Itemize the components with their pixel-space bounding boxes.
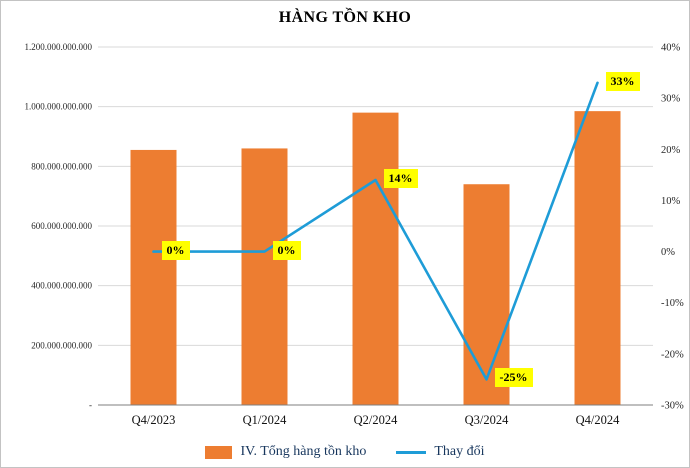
- left-axis-tick-label: 800.000.000.000: [31, 161, 92, 171]
- x-axis-label: Q4/2024: [576, 413, 621, 427]
- inventory-bar: [241, 148, 288, 405]
- legend-bar-label: IV. Tổng hàng tồn kho: [240, 444, 367, 459]
- right-axis-tick-label: 0%: [661, 247, 675, 258]
- right-axis-tick-label: 20%: [661, 145, 681, 156]
- left-axis-tick-label: -: [89, 400, 92, 410]
- inventory-bar: [130, 149, 177, 405]
- x-axis-label: Q1/2024: [243, 413, 288, 427]
- left-axis-tick-label: 400.000.000.000: [31, 281, 92, 291]
- x-axis-label: Q2/2024: [354, 413, 399, 427]
- change-line: [152, 81, 599, 381]
- left-axis-tick-label: 1.000.000.000.000: [25, 102, 93, 112]
- right-axis-tick-label: 40%: [661, 43, 681, 54]
- legend-line-swatch-icon: [396, 450, 427, 454]
- right-axis-tick-label: -20%: [661, 349, 684, 360]
- right-axis-tick-label: -30%: [661, 401, 684, 412]
- right-axis-tick-label: 10%: [661, 196, 681, 207]
- right-axis-tick-label: 30%: [661, 94, 681, 105]
- left-axis-tick-label: 600.000.000.000: [31, 221, 92, 231]
- right-axis-tick-label: -10%: [661, 298, 684, 309]
- x-axis-label: Q4/2023: [132, 413, 176, 427]
- inventory-bar: [352, 112, 399, 405]
- x-axis-label: Q3/2024: [465, 413, 510, 427]
- inventory-bar: [463, 184, 510, 405]
- left-axis-tick-label: 1.200.000.000.000: [25, 42, 93, 52]
- legend-line-label: Thay đổi: [434, 444, 485, 459]
- chart-title: HÀNG TỒN KHO: [278, 9, 412, 26]
- legend: IV. Tổng hàng tồn kho Thay đổi: [1, 444, 689, 460]
- left-axis-tick-label: 200.000.000.000: [31, 340, 92, 350]
- inventory-bar: [574, 111, 621, 406]
- legend-bar-swatch-icon: [205, 445, 233, 459]
